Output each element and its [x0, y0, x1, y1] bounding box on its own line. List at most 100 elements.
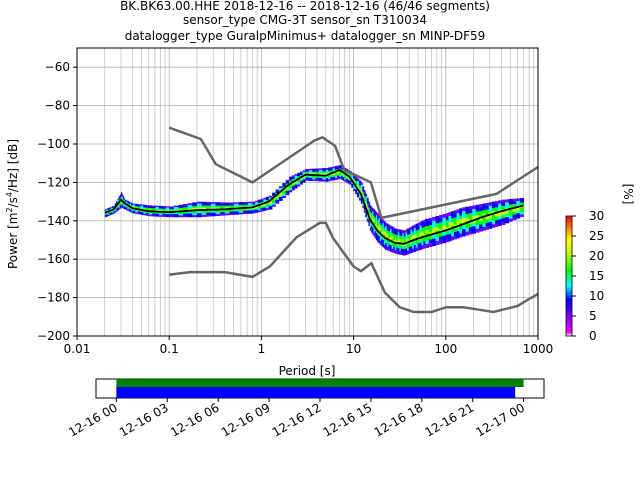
pdf-cell: [146, 209, 150, 211]
pdf-cell: [132, 211, 136, 214]
pdf-cell: [305, 171, 310, 174]
pdf-cell: [347, 180, 350, 182]
pdf-cell: [369, 205, 372, 209]
pdf-cell: [482, 213, 486, 218]
pdf-cell: [381, 231, 383, 236]
pdf-cell: [445, 220, 449, 225]
pdf-cell: [123, 207, 125, 209]
pdf-cell: [162, 207, 167, 210]
pdf-cell: [355, 176, 358, 180]
pdf-cell: [498, 212, 502, 217]
pdf-cell: [294, 186, 298, 189]
pdf-cell: [143, 212, 147, 215]
pdf-cell: [423, 237, 426, 242]
pdf-cell: [135, 206, 139, 208]
pdf-cell: [408, 230, 411, 235]
pdf-cell: [391, 242, 394, 247]
pdf-cell: [375, 229, 378, 234]
pdf-cell: [116, 209, 118, 212]
pdf-cell: [397, 244, 400, 249]
pdf-cell: [415, 240, 418, 245]
pdf-cell: [355, 191, 358, 195]
pdf-cell: [379, 233, 382, 238]
pdf-cell: [351, 185, 354, 188]
pdf-cell: [435, 241, 440, 246]
pdf-cell: [394, 231, 397, 236]
pdf-cell: [417, 243, 420, 248]
pdf-cell: [382, 229, 385, 234]
pdf-cell: [375, 215, 378, 220]
pdf-cell: [252, 201, 256, 204]
pdf-cell: [453, 221, 457, 225]
pdf-cell: [445, 234, 449, 239]
pdf-cell: [472, 229, 476, 234]
pdf-cell: [291, 188, 295, 191]
pdf-cell: [465, 224, 470, 229]
pdf-cell: [247, 203, 253, 205]
pdf-cell: [178, 212, 184, 215]
pdf-cell: [371, 213, 373, 217]
pdf-cell: [109, 207, 112, 209]
pdf-cell: [124, 207, 126, 210]
pdf-cell: [332, 178, 336, 181]
pdf-cell: [498, 203, 502, 207]
pdf-cell: [442, 214, 447, 218]
pdf-cell: [432, 227, 436, 232]
pdf-cell: [351, 182, 354, 185]
pdf-cell: [192, 207, 198, 210]
pdf-cell: [120, 201, 122, 204]
colorbar-tick-label: 30: [589, 209, 604, 223]
y-label-sup-2: 4: [5, 192, 14, 197]
pdf-cell: [106, 209, 109, 211]
pdf-cell: [122, 205, 124, 208]
pdf-cell: [340, 174, 343, 177]
pdf-cell: [358, 197, 362, 201]
pdf-cell: [495, 220, 499, 224]
availability-tick-label: 12-17 00: [473, 400, 527, 439]
pdf-cell: [315, 170, 320, 172]
pdf-cell: [472, 215, 476, 220]
pdf-cell: [425, 222, 430, 227]
pdf-cell: [119, 206, 122, 209]
pdf-cell: [378, 236, 381, 240]
pdf-cell: [122, 197, 124, 200]
pdf-cell: [377, 220, 379, 225]
pdf-cell: [369, 211, 372, 216]
pdf-cell: [210, 202, 216, 205]
pdf-cell: [488, 205, 493, 210]
pdf-cell: [285, 179, 290, 183]
pdf-cell: [215, 212, 221, 215]
pdf-cell: [140, 204, 144, 207]
pdf-cell: [118, 196, 121, 199]
pdf-cell: [187, 215, 193, 218]
pdf-cell: [308, 171, 313, 174]
pdf-cell: [257, 201, 261, 204]
pdf-cell: [400, 251, 403, 256]
pdf-cell: [285, 181, 290, 184]
pdf-cell: [482, 203, 486, 208]
pdf-cell: [371, 206, 373, 211]
pdf-cell: [346, 177, 349, 180]
pdf-cell: [412, 235, 415, 240]
pdf-cell: [116, 202, 118, 204]
pdf-cell: [224, 204, 230, 206]
pdf-cell: [328, 169, 331, 172]
pdf-cell: [268, 200, 273, 203]
pdf-cell: [512, 217, 517, 221]
pdf-cell: [357, 192, 360, 196]
pdf-cell: [413, 224, 417, 229]
pdf-cell: [378, 232, 381, 237]
pdf-cell: [425, 244, 430, 248]
pdf-cell: [252, 210, 256, 212]
pdf-cell: [173, 212, 179, 215]
pdf-cell: [135, 211, 139, 213]
pdf-cell: [206, 201, 212, 205]
pdf-cell: [297, 184, 301, 187]
pdf-cell: [114, 211, 117, 213]
pdf-cell: [337, 174, 340, 176]
pdf-cell: [375, 232, 378, 237]
pdf-cell: [407, 231, 410, 236]
pdf-cell: [368, 201, 371, 205]
pdf-cell: [196, 213, 202, 216]
pdf-cell: [210, 210, 216, 213]
